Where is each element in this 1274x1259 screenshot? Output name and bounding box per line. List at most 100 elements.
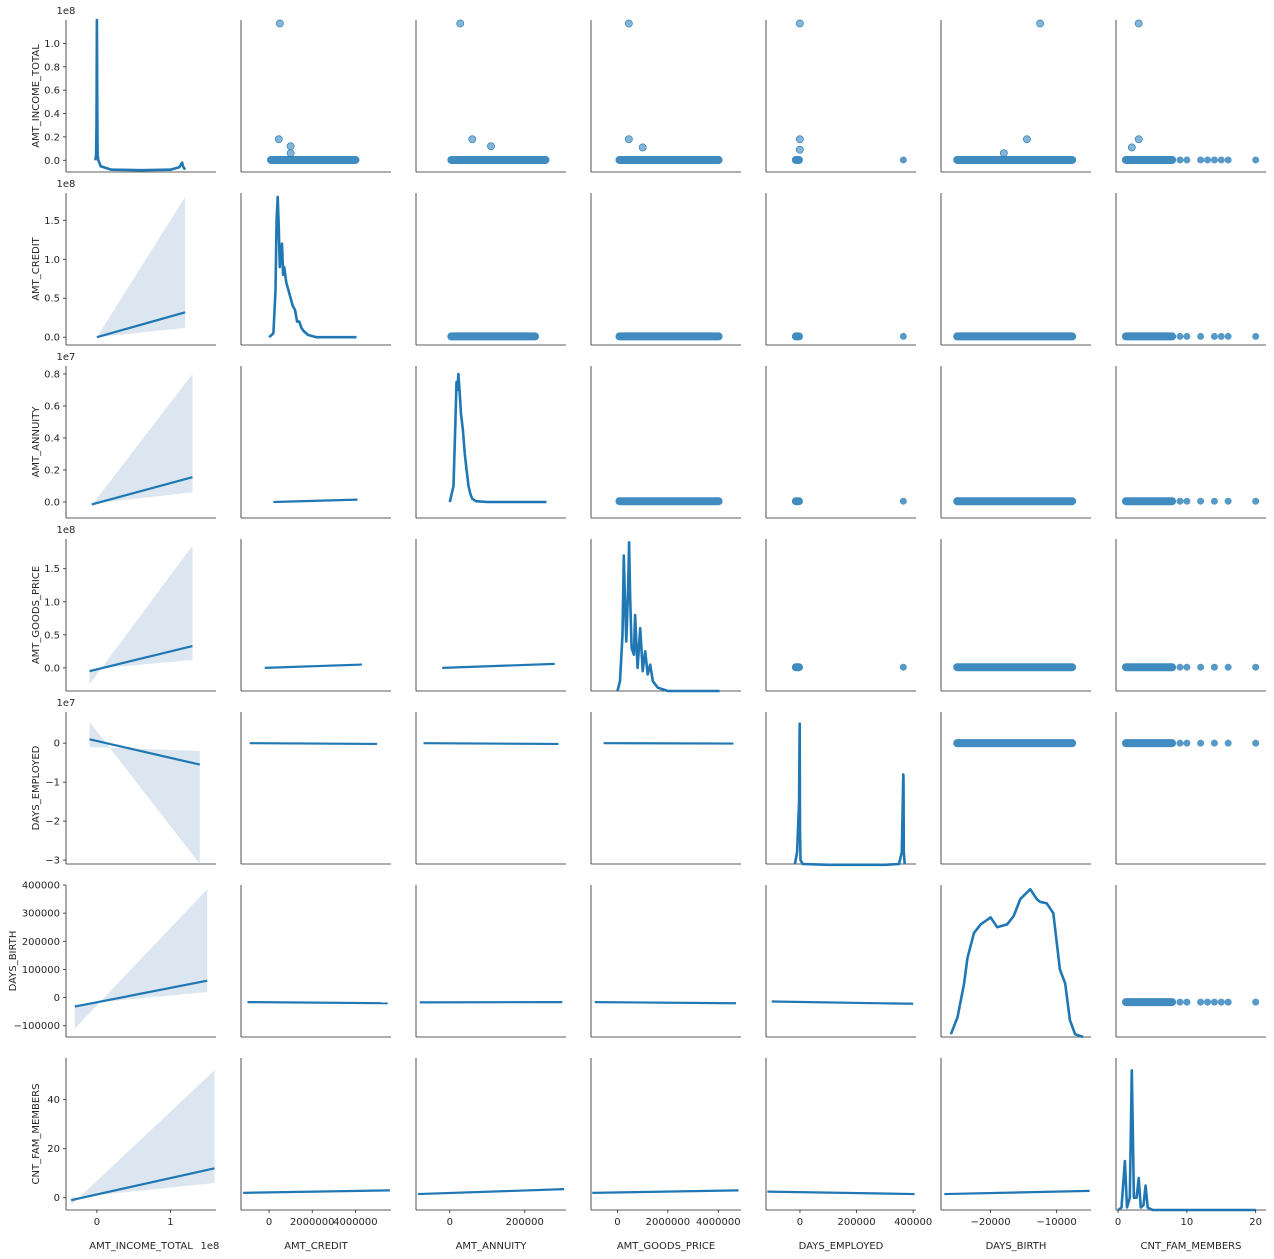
panel-amt-annuity-vs-days-birth [940,366,1091,519]
panel-days-birth-vs-amt-income-total [65,885,216,1038]
y-offset-label: 1e7 [57,352,76,363]
y-tick-label: 0.4 [44,109,60,120]
panel-amt-income-total-vs-amt-annuity [415,20,566,173]
scatter-point [274,135,283,144]
y-offset-label: 1e8 [57,525,76,536]
regression-line-days-birth-vs-days-employed [771,1000,914,1005]
scatter-cluster-amt-income-total-vs-days-birth [953,155,1077,164]
scatter-cluster-days-employed-vs-days-birth [953,739,1077,748]
scatter-point [1224,739,1232,747]
panel-amt-credit-vs-days-birth [940,193,1091,346]
y-axis-label-amt-income-total: AMT_INCOME_TOTAL [31,44,42,148]
scatter-point [1197,156,1205,164]
panel-cnt-fam-members-vs-days-employed [765,1058,916,1211]
panel-cnt-fam-members-vs-amt-goods-price [590,1058,741,1211]
y-tick-label: 1.0 [44,39,60,50]
scatter-point [1036,19,1045,28]
y-tick-label: 40 [47,1095,60,1106]
scatter-point [275,19,284,28]
scatter-cluster-days-employed-vs-cnt-fam-members [1121,739,1177,748]
scatter-point [1224,332,1232,340]
panel-amt-annuity-vs-cnt-fam-members [1115,366,1266,519]
kde-curve-amt-goods-price [616,541,720,693]
x-tick-label: −10000 [1037,1217,1077,1228]
x-tick-label: 200000 [506,1217,544,1228]
y-tick-label: −100000 [13,1021,60,1032]
scatter-cluster-amt-goods-price-vs-days-employed [791,663,803,672]
scatter-cluster-amt-income-total-vs-amt-goods-price [615,155,723,164]
kde-curve-days-employed [793,722,906,867]
panel-amt-credit-vs-cnt-fam-members [1115,193,1266,346]
x-offset-label: 1e8 [201,1241,220,1252]
regression-line-amt-credit-vs-amt-income-total [96,311,186,339]
regression-line-cnt-fam-members-vs-amt-income-total [70,1167,215,1202]
y-tick-label: 0 [54,1193,60,1204]
scatter-point [1204,156,1212,164]
regression-line-days-employed-vs-amt-annuity [423,742,559,746]
y-tick-label: 0 [54,993,60,1004]
x-axis-label-amt-annuity: AMT_ANNUITY [456,1241,528,1252]
scatter-point [1134,19,1143,28]
y-tick-label: −3 [45,856,60,867]
kde-curve-days-birth [949,887,1084,1039]
scatter-cluster-amt-goods-price-vs-days-birth [953,663,1077,672]
confidence-band-days-birth-vs-amt-income-total [74,889,208,1029]
panel-amt-credit-vs-amt-goods-price [590,193,741,346]
panel-days-birth-vs-amt-annuity [415,885,566,1038]
scatter-point [1197,998,1205,1006]
scatter-cluster-amt-annuity-vs-days-employed [791,497,803,506]
y-axis-label-days-employed: DAYS_EMPLOYED [31,745,42,830]
panel-amt-annuity-vs-amt-goods-price [590,366,741,519]
panel-amt-income-total-vs-amt-income-total [65,20,216,173]
panel-amt-credit-vs-amt-annuity [415,193,566,346]
regression-line-days-employed-vs-amt-credit [249,742,377,746]
confidence-band-amt-annuity-vs-amt-income-total [91,374,193,506]
scatter-point [1210,497,1218,505]
panel-cnt-fam-members-vs-amt-credit [240,1058,391,1211]
y-tick-label: 0.5 [44,630,60,641]
y-tick-label: 20 [47,1144,60,1155]
panel-days-birth-vs-amt-credit [240,885,391,1038]
x-tick-label: 200000 [837,1217,875,1228]
scatter-cluster-amt-income-total-vs-days-employed [791,155,803,164]
x-axis-label-amt-income-total: AMT_INCOME_TOTAL [89,1241,193,1252]
y-tick-label: 0.6 [44,86,60,97]
y-tick-label: 100000 [22,965,60,976]
x-tick-label: 0 [614,1217,620,1228]
scatter-cluster-amt-income-total-vs-amt-credit [267,155,360,164]
scatter-point [1197,497,1205,505]
y-tick-label: 0.0 [44,498,60,509]
regression-line-days-birth-vs-amt-goods-price [594,1000,736,1005]
scatter-point [1197,739,1205,747]
scatter-point [286,149,295,158]
scatter-point [1252,156,1260,164]
scatter-point [1197,332,1205,340]
scatter-point [468,135,477,144]
y-tick-label: 200000 [22,937,60,948]
scatter-point [1252,998,1260,1006]
regression-line-amt-goods-price-vs-amt-credit [264,663,362,669]
y-axis-label-cnt-fam-members: CNT_FAM_MEMBERS [31,1084,42,1185]
regression-line-amt-goods-price-vs-amt-annuity [442,662,555,669]
scatter-cluster-amt-income-total-vs-cnt-fam-members [1121,155,1177,164]
scatter-point [1217,156,1225,164]
y-tick-label: 0.6 [44,402,60,413]
regression-line-cnt-fam-members-vs-amt-goods-price [592,1189,739,1194]
y-axis-label-amt-goods-price: AMT_GOODS_PRICE [31,566,42,664]
panel-days-birth-vs-days-birth [940,885,1091,1038]
scatter-point [1176,998,1184,1006]
panel-cnt-fam-members-vs-days-birth [940,1058,1091,1211]
regression-line-cnt-fam-members-vs-days-birth [944,1189,1090,1196]
x-tick-label: 4000000 [333,1217,378,1228]
scatter-point [624,19,633,28]
scatter-point [1023,135,1031,144]
kde-curve-amt-income-total [94,18,187,172]
scatter-point [1134,135,1143,144]
kde-curve-amt-annuity [448,372,547,504]
scatter-point [899,663,907,671]
panel-days-employed-vs-amt-annuity [415,712,566,865]
scatter-point [899,332,907,340]
scatter-point [1252,332,1260,340]
scatter-point [795,135,804,144]
panel-amt-goods-price-vs-amt-goods-price [590,539,741,692]
